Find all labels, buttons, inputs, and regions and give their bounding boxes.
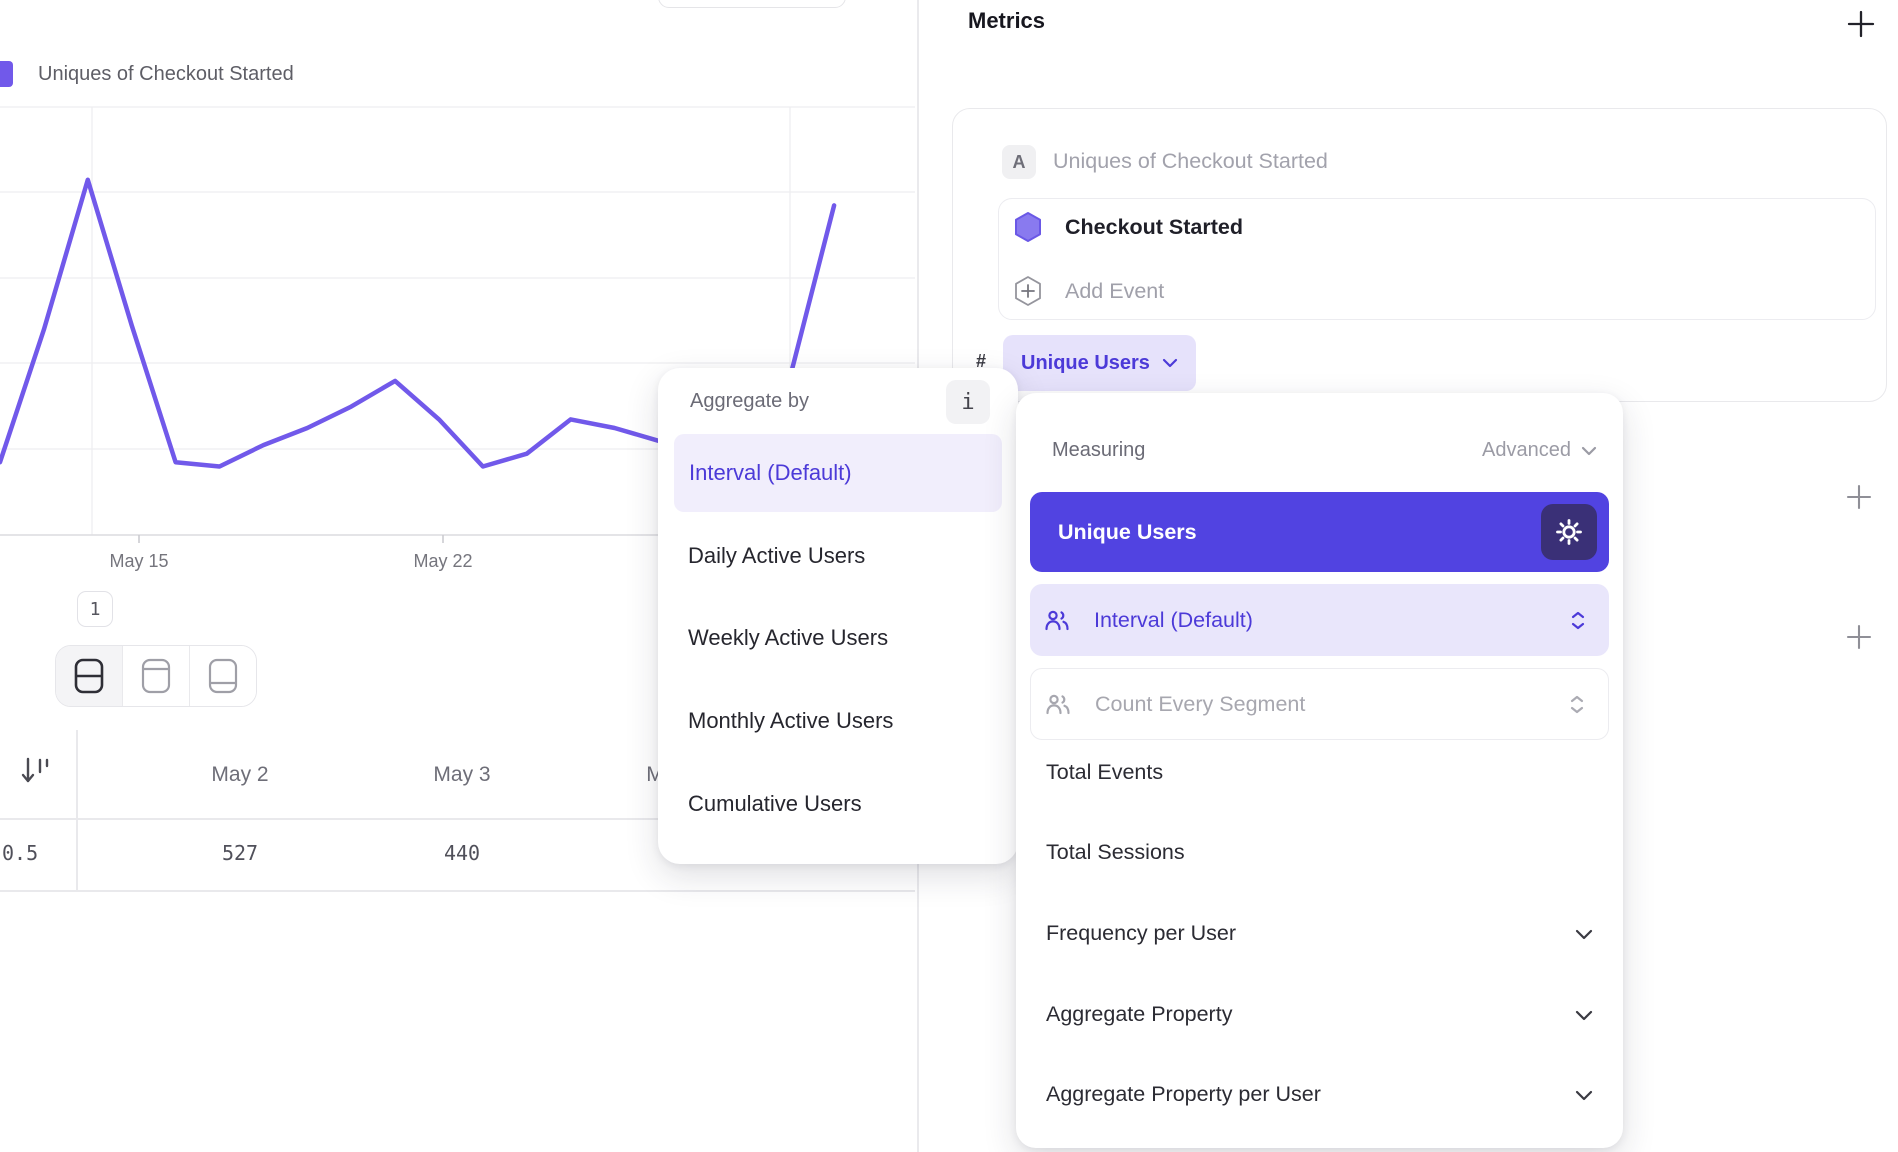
measurement-hash-symbol: # [976, 351, 987, 371]
panel-top-icon [141, 658, 171, 694]
metric-card: A Uniques of Checkout Started Checkout S… [952, 108, 1887, 402]
settings-button[interactable] [1541, 504, 1597, 560]
add-metric-button[interactable] [1843, 6, 1879, 42]
add-event-button[interactable]: Add Event [999, 271, 1875, 311]
table-column-divider [76, 730, 78, 890]
chart-legend: Uniques of Checkout Started [0, 61, 294, 87]
aggregate-option-dau[interactable]: Daily Active Users [688, 543, 866, 568]
unique-users-label: Unique Users [1058, 519, 1197, 544]
layout-split-button[interactable] [56, 646, 123, 706]
users-icon [1045, 693, 1071, 715]
gear-icon [1556, 519, 1582, 545]
event-row-checkout-started[interactable]: Checkout Started [999, 207, 1875, 247]
split-horizontal-icon [74, 658, 104, 694]
aggregate-by-title: Aggregate by [690, 390, 809, 412]
measurement-dropdown-button[interactable]: Unique Users [1003, 335, 1196, 391]
legend-swatch-icon [0, 61, 13, 87]
info-button[interactable]: i [946, 380, 990, 424]
table-header-border [0, 818, 915, 820]
segment-count-row[interactable]: Count Every Segment [1030, 668, 1609, 740]
table-cell-may3: 440 [443, 841, 481, 865]
segment-count-label: Count Every Segment [1095, 691, 1306, 716]
layout-table-only-button[interactable] [190, 646, 256, 706]
x-axis-label-may22: May 22 [413, 551, 473, 571]
table-row-border [0, 890, 915, 892]
sort-descending-icon [21, 757, 49, 783]
metric-letter-badge: A [1002, 145, 1036, 179]
measuring-option-aggregate-property[interactable]: Aggregate Property [1046, 1002, 1233, 1026]
chevron-down-icon [1575, 1090, 1593, 1101]
chevron-down-icon [1581, 446, 1597, 455]
plus-icon [1847, 10, 1875, 38]
layout-chart-only-button[interactable] [123, 646, 190, 706]
aggregate-option-wau[interactable]: Weekly Active Users [688, 625, 889, 650]
up-down-chevron-icon [1570, 695, 1584, 714]
aggregate-option-mau[interactable]: Monthly Active Users [688, 708, 894, 733]
measuring-option-frequency-per-user[interactable]: Frequency per User [1046, 921, 1236, 945]
event-card: Checkout Started Add Event [998, 198, 1876, 320]
measuring-option-total-events[interactable]: Total Events [1046, 760, 1164, 784]
measuring-option-unique-users-selected[interactable]: Unique Users [1030, 492, 1609, 572]
measuring-title: Measuring [1052, 439, 1146, 461]
table-header-may2[interactable]: May 2 [211, 763, 269, 786]
measuring-option-aggregate-property-per-user[interactable]: Aggregate Property per User [1046, 1082, 1321, 1106]
panel-bottom-icon [208, 658, 238, 694]
table-row-label: 0.5 [2, 841, 39, 865]
pagination-badge[interactable]: 1 [77, 591, 113, 627]
advanced-toggle[interactable]: Advanced [1482, 439, 1597, 462]
aggregate-option-interval-selected[interactable]: Interval (Default) [674, 434, 1002, 512]
metrics-panel-title: Metrics [968, 8, 1046, 33]
legend-label: Uniques of Checkout Started [38, 62, 294, 85]
aggregate-by-popup: Aggregate by i Interval (Default) Daily … [658, 368, 1018, 864]
measuring-option-total-sessions[interactable]: Total Sessions [1046, 840, 1185, 864]
users-icon [1044, 609, 1070, 631]
plus-icon [1846, 624, 1872, 650]
table-cell-may2: 527 [221, 841, 259, 865]
add-breakdown-button[interactable] [1841, 619, 1877, 655]
interval-selector-row[interactable]: Interval (Default) [1030, 584, 1609, 656]
metric-name[interactable]: Uniques of Checkout Started [1053, 149, 1328, 173]
add-event-label: Add Event [1065, 278, 1165, 303]
chevron-down-icon [1162, 358, 1178, 368]
layout-toggle-group [55, 645, 257, 707]
aggregate-option-cumulative[interactable]: Cumulative Users [688, 791, 862, 816]
measuring-popup: Measuring Advanced Unique Users [1016, 393, 1623, 1148]
chevron-down-icon [1575, 929, 1593, 940]
up-down-chevron-icon [1571, 611, 1585, 630]
table-sort-button[interactable] [20, 754, 52, 788]
add-filter-button[interactable] [1841, 479, 1877, 515]
x-axis-label-may15: May 15 [109, 551, 169, 571]
advanced-label: Advanced [1482, 439, 1571, 461]
event-hexagon-icon [1014, 211, 1042, 243]
add-event-hexagon-plus-icon [1014, 275, 1042, 307]
top-clipped-button[interactable] [658, 0, 846, 8]
plus-icon [1846, 484, 1872, 510]
interval-row-label: Interval (Default) [1094, 607, 1253, 632]
aggregate-selected-label: Interval (Default) [689, 460, 852, 485]
measurement-dropdown-label: Unique Users [1021, 351, 1150, 374]
table-header-may3[interactable]: May 3 [433, 763, 491, 786]
chevron-down-icon [1575, 1010, 1593, 1021]
event-name: Checkout Started [1065, 214, 1244, 239]
